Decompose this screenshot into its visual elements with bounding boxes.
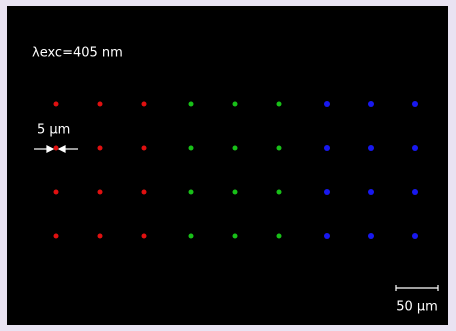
emission-spot	[189, 234, 194, 239]
emission-spot	[98, 234, 103, 239]
emission-spot	[412, 145, 418, 151]
emission-spot	[98, 146, 103, 151]
emission-spot	[233, 190, 238, 195]
emission-spot	[368, 101, 374, 107]
spot-size-label: 5 µm	[37, 123, 70, 138]
page: λexc=405 nm 5 µm 50 µm (() => { const da…	[0, 0, 456, 331]
emission-spot	[142, 102, 147, 107]
emission-spot	[233, 234, 238, 239]
emission-spot	[98, 190, 103, 195]
emission-spot	[54, 146, 59, 151]
emission-spot	[277, 190, 282, 195]
emission-spot	[189, 102, 194, 107]
emission-spot	[98, 102, 103, 107]
emission-spot	[368, 233, 374, 239]
emission-spot	[54, 234, 59, 239]
emission-spot	[142, 190, 147, 195]
emission-spot	[277, 102, 282, 107]
emission-spot	[324, 101, 330, 107]
emission-spot	[142, 146, 147, 151]
emission-spot	[324, 233, 330, 239]
emission-spot	[54, 102, 59, 107]
emission-spot	[189, 146, 194, 151]
scale-bar-label: 50 µm	[396, 300, 438, 315]
emission-spot	[324, 145, 330, 151]
emission-spot	[233, 102, 238, 107]
emission-spot	[277, 146, 282, 151]
emission-spot	[54, 190, 59, 195]
emission-spot	[412, 189, 418, 195]
emission-spot	[142, 234, 147, 239]
emission-spot	[412, 233, 418, 239]
micrograph: λexc=405 nm 5 µm 50 µm	[0, 0, 456, 331]
emission-spot	[277, 234, 282, 239]
emission-spot	[324, 189, 330, 195]
emission-spot	[412, 101, 418, 107]
emission-spot	[189, 190, 194, 195]
emission-spot	[368, 189, 374, 195]
excitation-label: λexc=405 nm	[32, 46, 123, 61]
emission-spot	[233, 146, 238, 151]
emission-spot	[368, 145, 374, 151]
